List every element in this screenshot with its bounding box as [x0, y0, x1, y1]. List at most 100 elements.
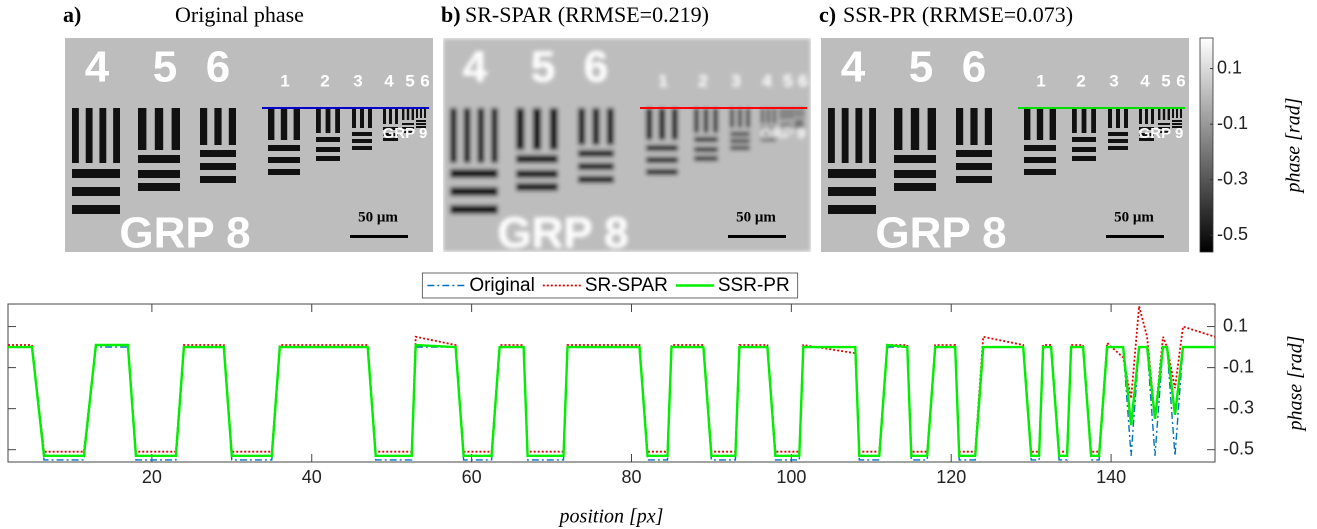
target-bar	[1024, 169, 1056, 175]
target-bar	[416, 123, 426, 125]
target-bar	[383, 108, 386, 124]
target-bar	[592, 108, 600, 145]
target-bar	[138, 183, 180, 191]
target-bar	[72, 108, 79, 163]
panel-label: a)	[63, 2, 81, 27]
target-bar	[383, 138, 398, 141]
colorbar-label: phase [rad]	[1283, 97, 1305, 194]
target-bar	[1072, 137, 1096, 142]
target-bar	[798, 108, 800, 118]
target-bar	[85, 108, 93, 163]
target-bar	[402, 127, 414, 129]
colorbar-tick-label: 0.1	[1217, 57, 1242, 77]
target-bar	[1024, 157, 1056, 163]
target-bar	[113, 108, 120, 163]
target-bar	[794, 120, 804, 122]
target-label: 5	[909, 43, 933, 92]
x-tick-label: 20	[142, 467, 162, 487]
target-bar	[416, 126, 426, 128]
target-label: 6	[798, 71, 807, 90]
target-bar	[761, 108, 764, 124]
target-bar	[730, 132, 750, 136]
target-bar	[138, 108, 147, 150]
target-bar	[395, 108, 398, 124]
target-bar	[794, 123, 804, 125]
target-bar	[402, 123, 414, 125]
scale-bar-label: 50 μm	[358, 209, 398, 225]
image-background	[65, 38, 433, 252]
target-bar	[1072, 156, 1096, 161]
target-bar	[200, 163, 236, 170]
target-label: 6	[584, 43, 608, 92]
target-bar	[730, 139, 750, 143]
target-bar	[894, 183, 936, 191]
target-bar	[767, 108, 770, 124]
target-label: 4	[841, 43, 866, 92]
target-bar	[713, 108, 718, 133]
y-tick-label: -0.3	[1223, 397, 1254, 417]
image-background	[443, 38, 811, 252]
colorbar-tick-label: -0.3	[1217, 168, 1248, 188]
series-line	[8, 343, 1215, 457]
target-label: 6	[962, 43, 986, 92]
target-bar	[1139, 127, 1154, 130]
target-bar	[383, 127, 398, 130]
colorbar-tick-label: -0.1	[1217, 113, 1248, 133]
target-bar	[1108, 108, 1112, 128]
target-bar	[532, 108, 542, 150]
target-bar	[694, 156, 718, 161]
target-label: GRP 9	[383, 125, 428, 142]
target-bar	[1176, 108, 1178, 118]
target-bar	[703, 108, 709, 133]
target-label: GRP 9	[761, 125, 806, 142]
target-label: GRP 9	[1139, 125, 1184, 142]
target-label: 4	[85, 43, 110, 92]
x-tick-label: 140	[1096, 467, 1126, 487]
target-bar	[1158, 127, 1170, 129]
target-label: 2	[320, 71, 329, 90]
target-label: 2	[1076, 71, 1085, 90]
target-bar	[99, 108, 107, 163]
target-bar	[352, 108, 356, 128]
legend-label: Original	[469, 275, 534, 296]
colorbar-tick-label: -0.5	[1217, 224, 1248, 244]
target-bar	[802, 108, 804, 118]
target-bar	[450, 169, 498, 178]
target-bar	[1139, 108, 1142, 124]
target-bar	[578, 163, 614, 170]
target-bar	[828, 205, 876, 214]
target-bar	[1172, 126, 1182, 128]
target-bar	[516, 108, 525, 150]
target-bar	[694, 147, 718, 152]
target-bar	[956, 176, 992, 183]
target-bar	[335, 108, 340, 133]
target-bar	[1162, 108, 1166, 120]
target-bar	[1172, 120, 1182, 122]
target-bar	[368, 108, 372, 128]
image-background	[821, 38, 1189, 252]
target-bar	[516, 155, 558, 163]
target-bar	[784, 108, 788, 120]
target-bar	[761, 138, 776, 141]
target-bar	[293, 108, 300, 140]
target-bar	[1158, 108, 1161, 120]
target-bar	[1145, 108, 1148, 124]
panel-label: b)	[441, 2, 461, 27]
target-bar	[780, 123, 792, 125]
target-bar	[1172, 108, 1174, 118]
target-bar	[316, 147, 340, 152]
plot-area	[7, 303, 1216, 463]
target-bar	[1158, 131, 1170, 133]
target-label: 3	[1109, 71, 1118, 90]
target-label: 5	[531, 43, 555, 92]
target-bar	[578, 150, 614, 157]
y-tick-label: -0.5	[1223, 438, 1254, 458]
target-bar	[789, 108, 792, 120]
target-bar	[694, 137, 718, 142]
target-label: 4	[762, 71, 772, 90]
target-bar	[1108, 146, 1128, 150]
target-bar	[1108, 132, 1128, 136]
target-bar	[761, 127, 776, 130]
target-bar	[1036, 108, 1044, 140]
target-label: 5	[405, 71, 414, 90]
